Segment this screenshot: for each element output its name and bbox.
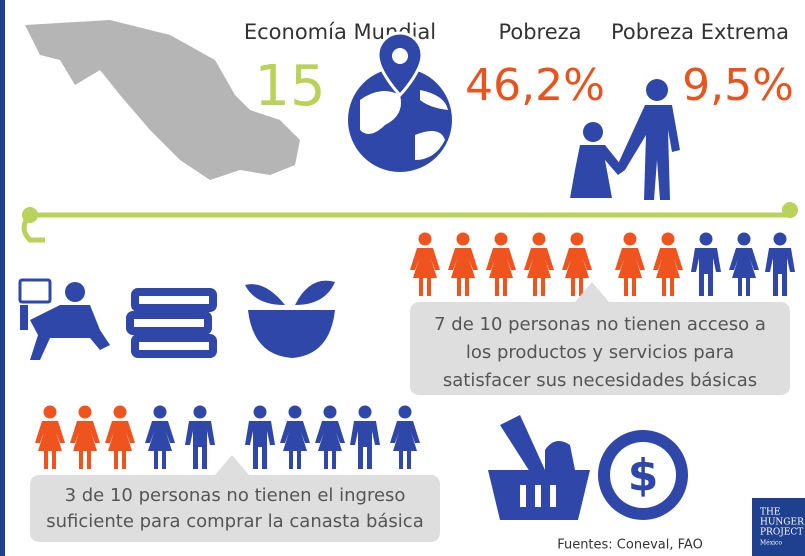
books-icon (126, 288, 217, 358)
bowl-icon (245, 280, 335, 358)
basket-icon (488, 415, 590, 520)
globe-icon (348, 31, 452, 172)
services-line: 7 de 10 personas no tienen acceso a (434, 314, 766, 335)
logo: THE HUNGER PROJECT México (752, 498, 805, 556)
services-line: satisfacer sus necesidades básicas (443, 370, 757, 391)
people-icon (570, 79, 680, 200)
poverty-label: Pobreza (498, 20, 581, 44)
svg-text:$: $ (628, 450, 659, 501)
services-bubble (410, 282, 790, 395)
left-border (0, 0, 5, 556)
extreme-value: 9,5% (682, 60, 794, 111)
logo-line: THE (760, 508, 780, 518)
services-line: los productos y servicios para (466, 342, 734, 363)
income-bubble (30, 455, 440, 542)
extreme-label: Pobreza Extrema (611, 20, 789, 44)
poverty-value: 46,2% (465, 60, 605, 111)
timeline (21, 202, 798, 243)
income-line: 3 de 10 personas no tienen el ingreso (65, 485, 406, 506)
economy-rank: 15 (254, 54, 325, 119)
income-line: suficiente para comprar la canasta básic… (46, 511, 423, 532)
sources: Fuentes: Coneval, FAO (557, 538, 703, 553)
logo-line: HUNGER (760, 518, 804, 528)
logo-line: PROJECT (760, 528, 803, 538)
dollar-icon: $ (598, 430, 688, 520)
logo-line: México (760, 540, 782, 547)
mexico-map (25, 20, 300, 180)
health-icon (18, 278, 110, 360)
